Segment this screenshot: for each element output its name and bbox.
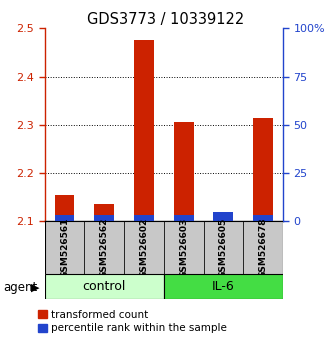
Bar	[253, 216, 273, 221]
Bar	[45, 274, 164, 299]
Bar	[45, 221, 84, 274]
Bar	[204, 221, 243, 274]
Bar	[253, 118, 273, 221]
Text: GSM526602: GSM526602	[139, 218, 149, 278]
Bar	[174, 122, 194, 221]
Bar	[213, 219, 233, 221]
Bar	[55, 216, 74, 221]
Text: GSM526561: GSM526561	[60, 218, 69, 278]
Bar	[134, 40, 154, 221]
Text: GSM526603: GSM526603	[179, 218, 188, 278]
Bar	[124, 221, 164, 274]
Text: IL-6: IL-6	[212, 280, 235, 293]
Text: GSM526562: GSM526562	[100, 218, 109, 278]
Text: ▶: ▶	[31, 282, 40, 292]
Text: GDS3773 / 10339122: GDS3773 / 10339122	[87, 12, 244, 27]
Bar	[174, 216, 194, 221]
Legend: transformed count, percentile rank within the sample: transformed count, percentile rank withi…	[38, 310, 227, 333]
Bar	[213, 212, 233, 221]
Text: GSM526605: GSM526605	[219, 218, 228, 278]
Bar	[84, 221, 124, 274]
Text: control: control	[82, 280, 126, 293]
Bar	[134, 216, 154, 221]
Bar	[243, 221, 283, 274]
Text: GSM526678: GSM526678	[259, 218, 268, 278]
Bar	[94, 204, 114, 221]
Bar	[164, 221, 204, 274]
Bar	[94, 216, 114, 221]
Bar	[55, 195, 74, 221]
Bar	[164, 274, 283, 299]
Text: agent: agent	[3, 281, 37, 294]
